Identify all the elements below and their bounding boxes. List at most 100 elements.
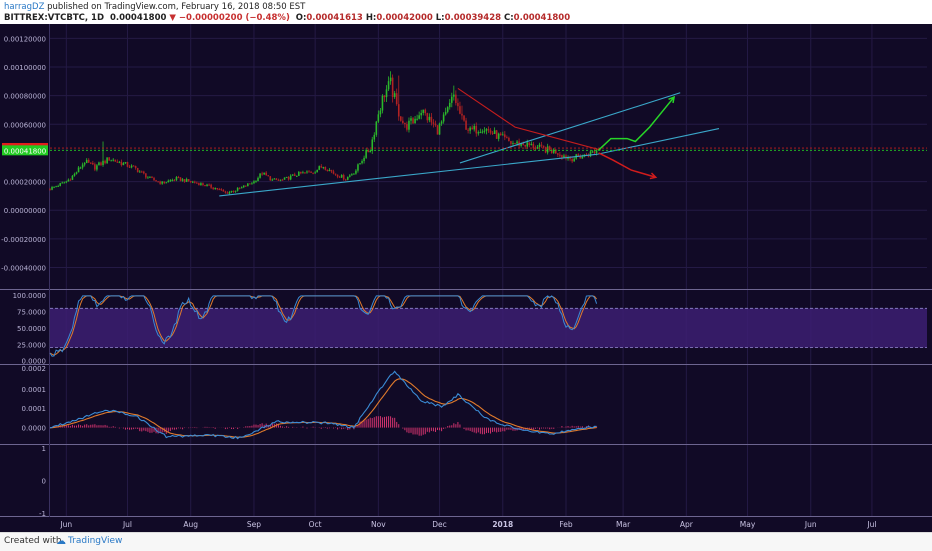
- candle-body: [218, 189, 221, 191]
- stoch-tick-label: 50.0000: [17, 325, 46, 333]
- candle-body: [555, 149, 557, 154]
- candle-body: [412, 118, 414, 124]
- candle-body: [71, 175, 74, 180]
- price-tick-label: -0.00040000: [1, 265, 46, 273]
- candle-body: [181, 179, 184, 181]
- open-value: 0.00041613: [306, 13, 363, 23]
- projection-bearish: [598, 152, 656, 178]
- candle-body: [516, 141, 518, 144]
- candle-body: [312, 172, 314, 174]
- author-name[interactable]: harragDZ: [4, 2, 45, 12]
- candle-body: [275, 178, 278, 180]
- candle-body: [310, 171, 312, 173]
- footer: Created with ☁ TradingView: [0, 532, 932, 551]
- projection-arrow-head: [649, 172, 658, 180]
- candle-body: [544, 147, 547, 153]
- candle-body: [57, 185, 59, 187]
- candle-body: [114, 159, 117, 162]
- candle-body: [487, 129, 490, 131]
- candle-body: [212, 187, 214, 189]
- candle-body: [136, 167, 139, 173]
- candle-body: [426, 113, 429, 121]
- macd-tick-label: 0.0001: [22, 405, 47, 413]
- symbol-label: BITTREX:VTCBTC, 1D: [4, 13, 105, 23]
- candle-body: [295, 175, 298, 177]
- candle-body: [424, 109, 427, 114]
- candle-body: [232, 190, 235, 192]
- candle-body: [444, 111, 447, 115]
- price-change: −0.00000200 (−0.48%): [178, 13, 290, 23]
- candle-body: [561, 155, 563, 158]
- candle-body: [418, 115, 420, 119]
- candle-body: [332, 171, 335, 174]
- extra-tick-label: 0: [42, 478, 46, 486]
- candle-body: [393, 93, 396, 97]
- candle-body: [65, 181, 68, 183]
- candle-body: [265, 172, 267, 176]
- stoch-tick-label: 75.0000: [17, 309, 46, 317]
- candle-body: [224, 191, 227, 193]
- candle-body: [242, 185, 245, 188]
- candle-body: [283, 177, 286, 180]
- candle-body: [298, 171, 300, 176]
- candle-body: [324, 166, 327, 170]
- candle-body: [526, 142, 529, 147]
- symbol-line: BITTREX:VTCBTC, 1D 0.00041800 ▼ −0.00000…: [4, 13, 570, 23]
- candle-body: [357, 164, 359, 171]
- candle-body: [143, 171, 145, 174]
- candle-body: [359, 163, 361, 165]
- time-tick-label: Apr: [680, 520, 694, 529]
- price-tick-label: -0.00020000: [1, 236, 46, 244]
- candle-body: [122, 162, 125, 166]
- candle-body: [434, 123, 437, 126]
- candle-body: [118, 161, 121, 163]
- candle-body: [353, 173, 355, 175]
- stoch-k-line: [49, 295, 598, 357]
- candle-body: [581, 156, 584, 159]
- candle-body: [446, 107, 449, 112]
- candle-body: [277, 179, 280, 181]
- candle-body: [538, 144, 541, 147]
- candle-body: [206, 184, 208, 186]
- candle-body: [534, 148, 537, 150]
- candle-body: [591, 151, 594, 153]
- candle-body: [191, 181, 194, 183]
- candle-body: [210, 184, 212, 188]
- trendline-support: [219, 153, 597, 197]
- candle-body: [404, 122, 406, 125]
- candle-body: [130, 165, 133, 168]
- candle-body: [159, 181, 161, 184]
- candle-body: [565, 155, 567, 159]
- candle-body: [75, 172, 78, 174]
- candle-body: [169, 180, 172, 182]
- candle-body: [346, 176, 349, 180]
- candle-body: [94, 164, 96, 170]
- candle-body: [383, 95, 386, 98]
- candle-body: [491, 132, 494, 134]
- price-tick-label: 0.00000000: [4, 207, 46, 215]
- candle-body: [493, 130, 496, 134]
- time-tick-label: Aug: [183, 520, 198, 529]
- candle-body: [281, 179, 284, 181]
- time-tick-label: Oct: [309, 520, 322, 529]
- candle-body: [330, 169, 333, 172]
- candle-body: [428, 116, 431, 121]
- extra-tick-label: 1: [42, 445, 46, 453]
- candle-body: [63, 182, 66, 184]
- time-tick-label: Jun: [804, 520, 817, 529]
- time-tick-label: Feb: [559, 520, 573, 529]
- candle-body: [308, 171, 310, 173]
- candle-body: [98, 162, 100, 166]
- candle-body: [147, 177, 149, 179]
- candle-body: [73, 173, 76, 176]
- macd-tick-label: 0.0001: [22, 386, 47, 394]
- candle-body: [200, 183, 202, 186]
- candle-body: [126, 162, 129, 167]
- chart-area[interactable]: 0.00120000 0.00100000 0.00080000 0.00060000…: [0, 24, 932, 532]
- projection-arrow-head: [668, 95, 676, 104]
- candle-body: [287, 176, 290, 180]
- candle-body: [326, 169, 329, 172]
- tradingview-brand[interactable]: TradingView: [68, 536, 123, 546]
- high-label: H:: [365, 13, 377, 23]
- candle-body: [520, 143, 522, 146]
